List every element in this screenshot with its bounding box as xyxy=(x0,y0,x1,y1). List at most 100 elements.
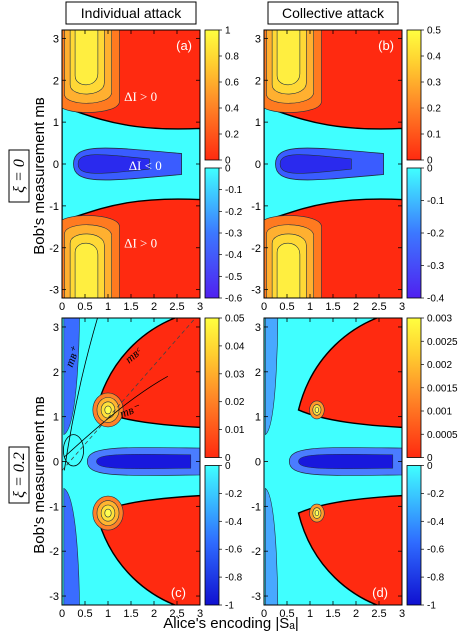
x-tick-label: 2 xyxy=(353,608,359,620)
colorbar-tick-label: 0.6 xyxy=(225,78,239,89)
negative-core-inner xyxy=(96,454,192,469)
row-label-frame-xi0 xyxy=(8,149,30,203)
annotation-delta-i: ΔI > 0 xyxy=(124,236,157,251)
colorbar-tick-label: -0.4 xyxy=(427,517,445,528)
colorbar-tick-label: -0.1 xyxy=(225,185,243,196)
y-tick-label: 0 xyxy=(255,159,261,171)
colorbar-tick-label: 0.02 xyxy=(225,397,245,408)
colorbar-tick-label: 0.0025 xyxy=(427,337,458,348)
colorbar-tick-label: -0.2 xyxy=(427,229,445,240)
row-label-frame-xi02 xyxy=(8,446,30,504)
colorbar-tick-label: -0.8 xyxy=(427,573,445,584)
negative-strip-1 xyxy=(63,487,80,605)
positive-peak-0-3 xyxy=(104,405,112,415)
x-tick-label: 2 xyxy=(151,608,157,620)
x-tick-label: 1.5 xyxy=(123,301,138,313)
colorbar-tick-label: 0.3 xyxy=(427,78,441,89)
y-tick-label: 2 xyxy=(53,367,59,379)
colorbar-tick-label: -0.5 xyxy=(225,272,243,283)
panel-d: 0 0.5 1 1.5 2 2.5 3 -3 -2 -1 0 1 2 3 (d) 0 0.0005 0.001 0.… xyxy=(251,314,458,621)
colorbar-negative xyxy=(406,167,422,299)
x-tick-label: 0.5 xyxy=(77,608,92,620)
colorbar-tick-label: -0.2 xyxy=(225,489,243,500)
x-tick-label: 2.5 xyxy=(371,608,386,620)
curve-loop xyxy=(62,434,85,467)
x-tick-label: 2.5 xyxy=(169,608,184,620)
colorbar-tick-label: -0.6 xyxy=(427,545,445,556)
colorbar-tick-label: 0.2 xyxy=(427,104,441,115)
y-tick-label: -3 xyxy=(251,591,261,603)
col-title-frame-individual xyxy=(65,1,197,25)
panel-letter: (c) xyxy=(171,585,186,600)
colorbar-tick-label: 0 xyxy=(225,453,231,464)
x-tick-label: 1.5 xyxy=(325,608,340,620)
col-title-collective: Collective attack xyxy=(282,5,385,21)
x-tick-label: 3 xyxy=(197,608,203,620)
colorbar-tick-label: -1 xyxy=(427,601,436,612)
y-axis-label-bottom: Bob's measurement mʙ xyxy=(31,396,48,554)
colorbar-tick-label: 0.4 xyxy=(427,52,441,63)
colorbar-tick-label: 0 xyxy=(427,461,433,472)
colorbar-tick-label: 0 xyxy=(225,164,231,175)
colorbar-positive xyxy=(204,317,220,458)
y-tick-label: 1 xyxy=(255,412,261,424)
y-tick-label: 2 xyxy=(255,367,261,379)
x-tick-label: 1 xyxy=(307,301,313,313)
colorbar-tick-label: 0 xyxy=(427,164,433,175)
colorbar-tick-label: -0.2 xyxy=(427,489,445,500)
y-tick-label: -3 xyxy=(49,591,59,603)
colorbar-positive xyxy=(204,29,220,161)
plot-area xyxy=(264,318,402,605)
y-tick-label: 0 xyxy=(53,457,59,469)
colorbar-negative xyxy=(204,167,220,299)
colorbar-tick-label: 1 xyxy=(225,26,231,37)
y-tick-label: -2 xyxy=(251,243,261,255)
x-axis-label: Alice's encoding |Sₐ| xyxy=(163,615,298,632)
x-tick-label: 1.5 xyxy=(325,301,340,313)
x-tick-label: 1.5 xyxy=(123,608,138,620)
x-tick-label: 0 xyxy=(59,608,65,620)
negative-strip-1 xyxy=(265,487,279,605)
y-tick-label: -1 xyxy=(251,501,261,513)
positive-peak-1-2 xyxy=(314,510,320,517)
colorbar-tick-label: -0.3 xyxy=(225,229,243,240)
colorbar-tick-label: -1 xyxy=(225,601,234,612)
y-tick-label: -2 xyxy=(251,546,261,558)
x-tick-label: 2.5 xyxy=(169,301,184,313)
y-tick-label: -2 xyxy=(49,546,59,558)
colorbar-tick-label: 0.01 xyxy=(225,425,245,436)
region-positive-upper xyxy=(297,318,402,429)
colorbar-tick-label: 0.04 xyxy=(225,341,245,352)
positive-lobe-1-3 xyxy=(74,242,99,298)
annotation-delta-i: ΔI < 0 xyxy=(129,158,162,173)
colorbar-tick-label: -0.4 xyxy=(225,517,243,528)
region-positive-lower xyxy=(95,494,200,605)
row-label-xi02: ξ = 0.2 xyxy=(11,452,28,498)
y-tick-label: 2 xyxy=(255,75,261,87)
colorbar-positive xyxy=(406,317,422,458)
negative-strip-0 xyxy=(63,318,80,436)
y-tick-label: -3 xyxy=(49,285,59,297)
positive-lobe-1-3 xyxy=(276,242,301,298)
panel-a: 0 0.5 1 1.5 2 2.5 3 -3 -2 -1 0 1 2 3 (a) ΔI > 0 ΔI < 0 ΔI… xyxy=(49,26,242,314)
panel-b: 0 0.5 1 1.5 2 2.5 3 -3 -2 -1 0 1 2 3 (b) 0 0.1 0.2 0.3 0.4 0… xyxy=(251,26,444,314)
x-tick-label: 0 xyxy=(261,608,267,620)
colorbar-tick-label: 0 xyxy=(427,453,433,464)
panel-letter: (b) xyxy=(378,38,394,53)
y-tick-label: 3 xyxy=(255,33,261,45)
colorbar-tick-label: -0.1 xyxy=(427,196,445,207)
colorbar-tick-label: -0.3 xyxy=(427,261,445,272)
curve-m-minus xyxy=(64,375,168,458)
x-tick-label: 3 xyxy=(399,301,405,313)
y-tick-label: -1 xyxy=(49,201,59,213)
colorbar-tick-label: 0.8 xyxy=(225,52,239,63)
x-tick-label: 0 xyxy=(261,301,267,313)
region-positive-upper xyxy=(95,318,200,429)
y-tick-label: 2 xyxy=(53,75,59,87)
panel-letter: (a) xyxy=(176,38,192,53)
annotation-curve: mʙ⁻ xyxy=(118,400,143,421)
y-tick-label: 0 xyxy=(53,159,59,171)
x-tick-label: 1 xyxy=(105,301,111,313)
